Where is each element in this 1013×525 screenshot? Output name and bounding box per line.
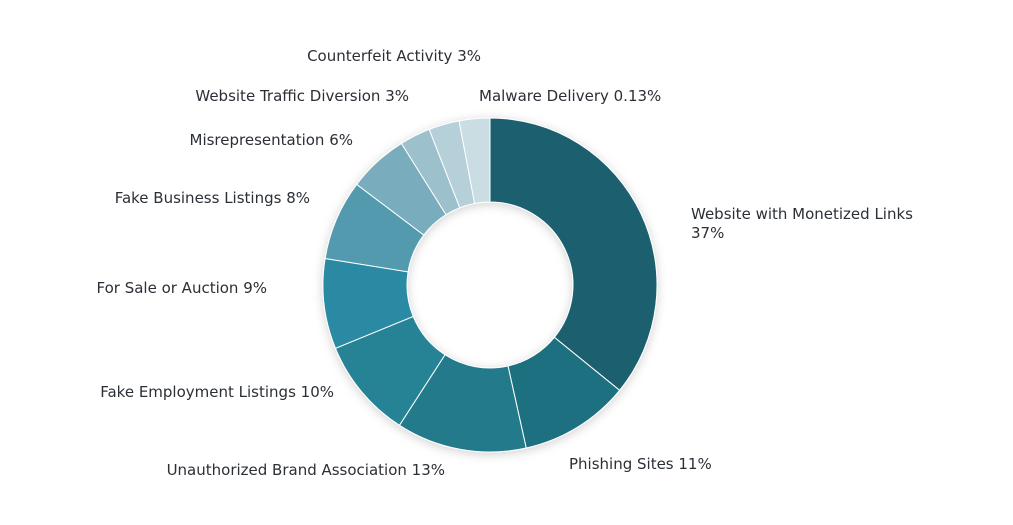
donut-slices <box>322 117 658 453</box>
label-fake-business-listings: Fake Business Listings 8% <box>115 189 310 207</box>
label-counterfeit-activity: Counterfeit Activity 3% <box>307 47 481 65</box>
label-for-sale-or-auction: For Sale or Auction 9% <box>96 279 267 297</box>
slice-website-with-monetized-links <box>489 117 658 392</box>
label-misrepresentation: Misrepresentation 6% <box>190 131 354 149</box>
slice-labels: Website with Monetized Links 37% Phishing … <box>96 47 913 479</box>
label-website-with-monetized-links: Website with Monetized Links 37% <box>691 205 913 242</box>
label-unauthorized-brand-association: Unauthorized Brand Association 13% <box>167 461 445 479</box>
label-fake-employment-listings: Fake Employment Listings 10% <box>100 383 334 401</box>
label-malware-delivery: Malware Delivery 0.13% <box>479 87 661 105</box>
slice-malware-delivery <box>458 117 491 205</box>
label-phishing-sites: Phishing Sites 11% <box>569 455 712 473</box>
label-website-traffic-diversion: Website Traffic Diversion 3% <box>195 87 409 105</box>
